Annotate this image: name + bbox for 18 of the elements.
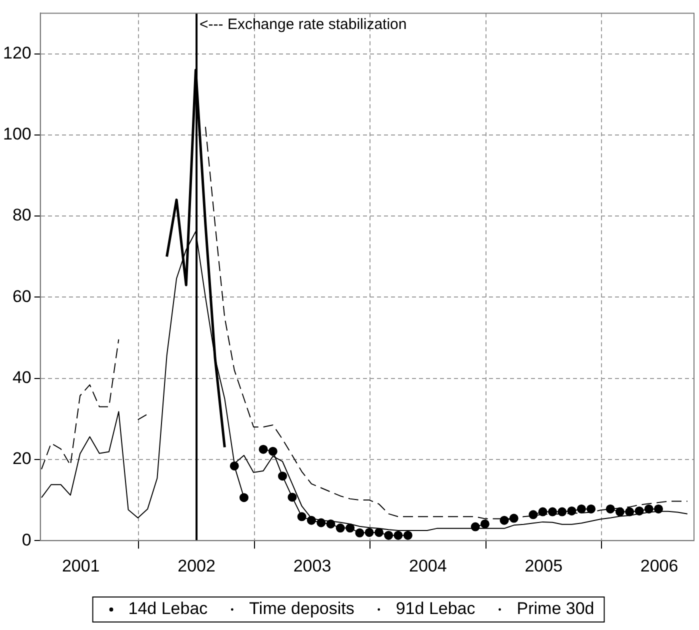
ref-line-label: <--- Exchange rate stabilization: [200, 16, 407, 33]
y-tick-label: 0: [22, 530, 32, 550]
x-tick-label: 2004: [409, 556, 447, 576]
x-tick-label: 2001: [62, 556, 100, 576]
x-tick-label: 2002: [178, 556, 216, 576]
legend-label: 91d Lebac: [396, 599, 476, 618]
legend-label: Prime 30d: [516, 599, 594, 618]
y-tick-label: 80: [12, 206, 32, 225]
legend-label: 14d Lebac: [128, 599, 208, 618]
y-tick-label: 40: [12, 368, 32, 388]
y-tick-label: 100: [2, 124, 32, 144]
y-tick-label: 120: [2, 43, 32, 62]
legend-label: Time deposits: [249, 599, 354, 618]
y-tick-label: 60: [12, 286, 32, 306]
y-tick-label: 20: [12, 449, 32, 468]
x-tick-label: 2003: [293, 556, 332, 576]
x-tick-label: 2006: [640, 556, 678, 576]
x-tick-label: 2005: [524, 556, 563, 576]
